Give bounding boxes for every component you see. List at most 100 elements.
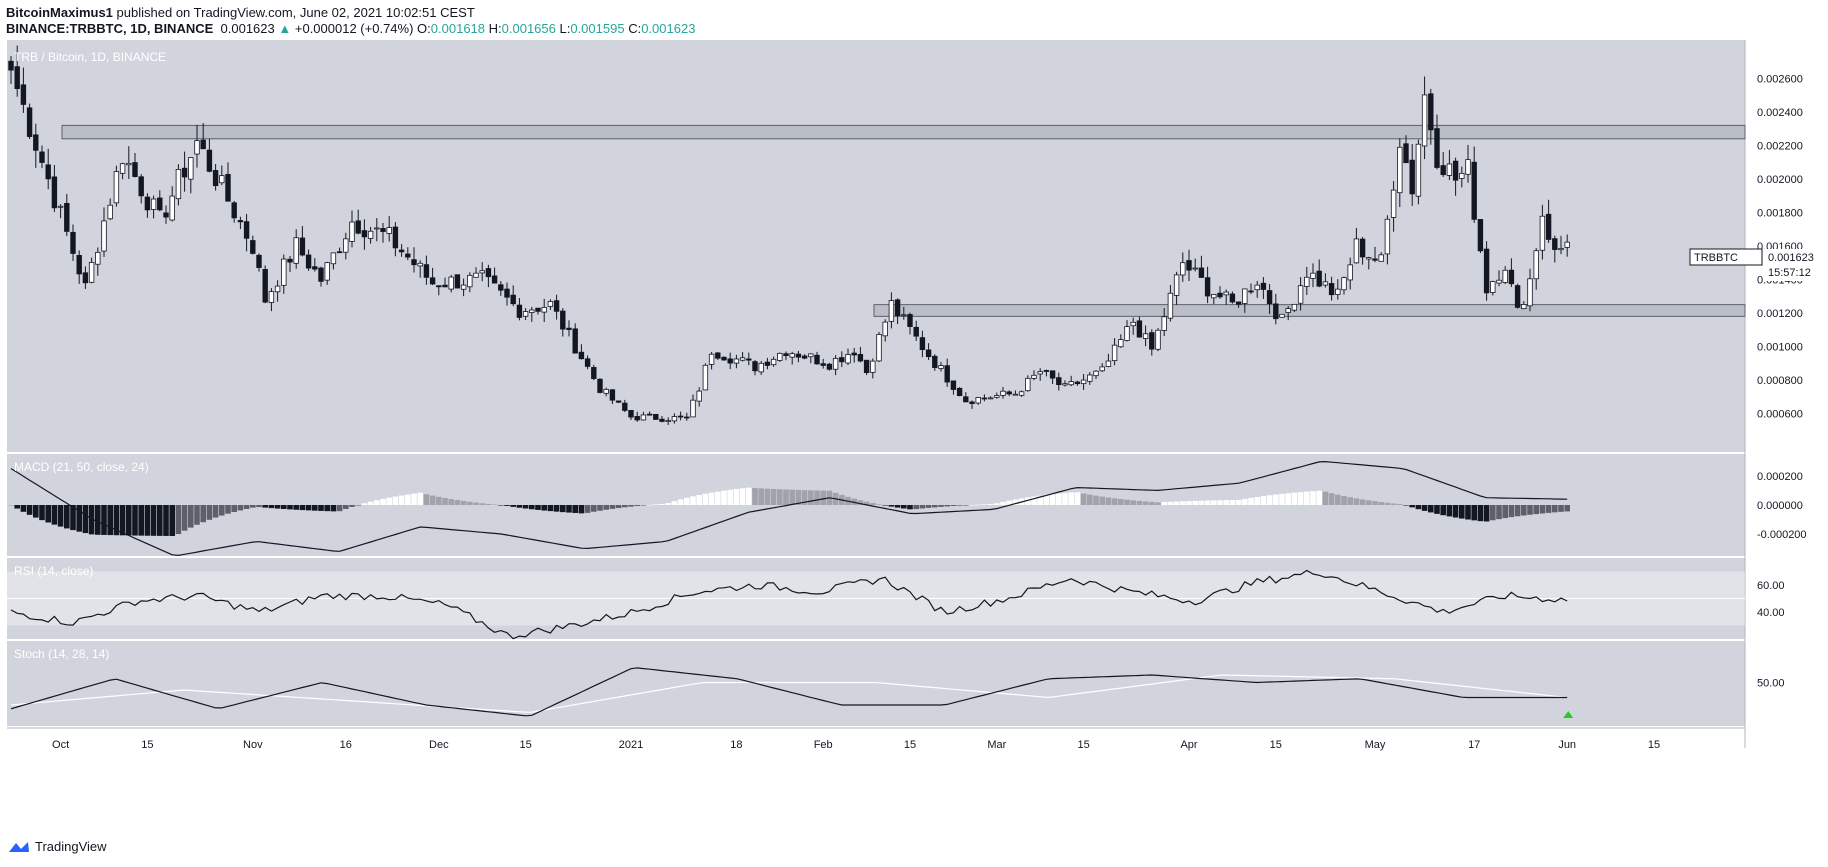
candle [212,170,219,187]
candle [1093,370,1099,377]
macd-histogram-bar [584,505,591,513]
candle [1552,238,1558,250]
tradingview-footer[interactable]: TradingView [8,839,107,854]
candle [622,402,628,411]
macd-histogram-bar [57,505,64,527]
candle [39,151,45,163]
macd-histogram-bar [1161,502,1167,505]
price-tick-label: 0.000600 [1757,409,1803,421]
macd-histogram-bar [746,487,752,505]
candle [857,354,864,362]
macd-histogram-bar [82,505,89,534]
candle [448,276,454,290]
macd-histogram-bar [696,495,702,505]
macd-histogram-bar [981,504,988,505]
macd-histogram-bar [293,505,299,510]
candle [907,314,913,327]
macd-histogram-bar [442,497,448,505]
candle [510,294,516,305]
candle [1521,304,1527,310]
candle [1409,159,1415,195]
candle [1279,313,1285,318]
macd-histogram-bar [1087,494,1093,505]
macd-histogram-bar [560,505,566,513]
candle [380,228,386,232]
macd-histogram-bar [88,505,95,535]
macd-histogram-bar [963,505,969,506]
candle [1415,143,1422,197]
candle [392,226,399,249]
macd-histogram-bar [1124,499,1130,505]
candle [163,212,169,218]
time-tick-label: May [1365,739,1386,751]
last-price: 0.001623 [220,21,275,36]
macd-histogram-bar [634,505,640,506]
macd-tick-label: -0.000200 [1757,529,1807,541]
candle [64,202,70,232]
macd-histogram-bar [206,505,213,520]
macd-histogram-bar [392,496,399,505]
macd-histogram-bar [274,505,281,509]
macd-histogram-bar [1490,505,1496,521]
candle [696,390,702,402]
macd-histogram-bar [119,505,126,536]
macd-histogram-bar [349,505,355,507]
macd-histogram-bar [733,488,740,505]
candle [1421,94,1428,147]
macd-histogram-bar [901,505,907,509]
macd-histogram-bar [671,501,678,505]
macd-histogram-bar [529,505,535,510]
macd-histogram-bar [281,505,287,509]
publish-info: BitcoinMaximus1 published on TradingView… [6,5,475,20]
macd-histogram-bar [801,490,808,505]
candle [355,220,361,234]
macd-histogram-bar [1155,502,1161,505]
candle [1316,270,1322,287]
stoch-legend: Stoch (14, 28, 14) [14,647,109,661]
macd-histogram-bar [1558,505,1564,512]
candle [684,416,690,419]
candle [615,400,622,403]
chart-canvas[interactable]: 0.002600 0.002400 0.002200 0.002000 0.001800… [0,40,1828,833]
candle [876,334,882,362]
candle [938,365,944,369]
macd-histogram-bar [1000,501,1006,505]
macd-histogram-bar [132,505,138,536]
macd-histogram-bar [113,505,120,536]
candle [981,397,988,400]
candle [318,267,324,282]
candle [1111,344,1118,362]
macd-histogram-bar [1297,492,1304,505]
candle [932,355,938,368]
candle [1341,277,1347,291]
macd-histogram-bar [268,505,275,509]
macd-histogram-bar [764,488,771,505]
candle [367,230,374,239]
time-tick-label: 15 [1648,739,1660,751]
price-pane [7,40,1745,452]
candle [386,227,392,234]
resistance-zone [61,124,1746,140]
candle [640,414,647,421]
candle [1465,159,1471,175]
candle [343,238,349,253]
candle [219,175,225,184]
candle [498,284,504,291]
macd-histogram-bar [708,492,715,505]
time-tick-label: 18 [730,739,742,751]
time-tick-label: Dec [429,739,449,751]
author-name[interactable]: BitcoinMaximus1 [6,5,113,20]
candle [919,337,926,351]
candle [671,416,678,422]
candle [1254,284,1260,291]
macd-histogram-bar [231,505,237,512]
candle [1446,163,1453,176]
candle [603,388,609,394]
candle [126,162,132,166]
macd-histogram-bar [361,503,368,505]
candle [1211,293,1217,299]
candle [752,361,758,372]
macd-histogram-bar [1037,495,1043,505]
candle [702,364,709,391]
up-arrow-icon: ▲ [278,21,292,36]
